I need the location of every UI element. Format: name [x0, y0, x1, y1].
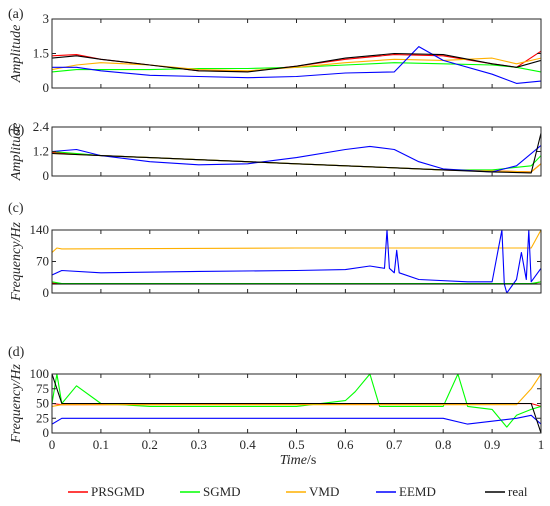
series-line-vmd-panel-3 — [52, 230, 541, 253]
y-tick-label: 1.5 — [33, 46, 49, 61]
panels: 01.53(a)Amplitude01.22.4(b)Amplitude0701… — [8, 7, 542, 444]
series-line-eemd-panel-3 — [52, 230, 541, 293]
y-tick-label: 70 — [36, 254, 49, 269]
series-line-eemd-panel-1 — [52, 46, 541, 84]
series-line-sgmd-panel-2 — [52, 150, 541, 171]
x-tick-label: 0.7 — [386, 437, 403, 452]
panel-1-frame — [51, 18, 542, 89]
y-axis-label-1: Amplitude — [9, 25, 24, 84]
legend-label-vmd: VMD — [309, 484, 339, 499]
series-line-real-panel-4 — [52, 374, 541, 433]
panel-1-series — [52, 46, 541, 84]
series-line-real-panel-2 — [52, 132, 541, 174]
x-axis: 0 0.1 0.2 0.3 0.4 0.5 0.6 0.7 0.8 0.9 1 — [49, 437, 545, 452]
series-line-eemd-panel-4 — [52, 414, 541, 425]
panel-1: 0 1.5 3 (a) Amplitude — [8, 7, 542, 95]
legend: PRSGMD SGMD VMD EEMD real — [68, 484, 528, 499]
x-tick-label: 0.1 — [93, 437, 109, 452]
x-tick-label: 0.9 — [484, 437, 500, 452]
y-axis-label-2: Amplitude — [9, 123, 24, 182]
panel-2-series — [52, 132, 541, 174]
panel-label-4: (d) — [8, 345, 25, 360]
y-tick-label: 0 — [43, 168, 50, 183]
y-tick-label: 2.4 — [33, 119, 50, 134]
x-tick-label: 0.2 — [142, 437, 158, 452]
x-axis-label-italic: Time — [280, 453, 307, 468]
panel-3: 0 70 140 (c) Frequency/Hz — [8, 201, 542, 302]
y-tick-label: 0 — [43, 80, 50, 95]
y-tick-label: 0 — [43, 425, 50, 440]
legend-label-eemd: EEMD — [399, 484, 436, 499]
x-tick-label: 0.5 — [288, 437, 304, 452]
y-tick-label: 75 — [36, 381, 49, 396]
x-tick-label: 0.6 — [337, 437, 354, 452]
y-tick-label: 1.2 — [33, 144, 49, 159]
panel-label-2: (b) — [8, 123, 25, 138]
y-axis-label-3: Frequency/Hz — [9, 222, 24, 302]
y-tick-label: 100 — [30, 366, 50, 381]
series-line-prsgmd-panel-4 — [52, 402, 541, 407]
panel-2-frame — [51, 126, 542, 177]
y-tick-label: 0 — [43, 285, 50, 300]
x-tick-label: 0 — [49, 437, 56, 452]
legend-label-real: real — [508, 484, 528, 499]
x-tick-label: 0.8 — [435, 437, 451, 452]
panel-label-1: (a) — [8, 7, 24, 22]
y-tick-label: 3 — [43, 11, 50, 26]
panel-2: 0 1.2 2.4 (b)Amplitude — [8, 119, 542, 183]
y-tick-label: 140 — [30, 222, 50, 237]
panel-4-series — [52, 374, 541, 433]
x-tick-label: 1 — [538, 437, 545, 452]
series-line-prsgmd-panel-2 — [52, 151, 541, 173]
x-tick-label: 0.4 — [239, 437, 256, 452]
x-axis-label: Time/s — [280, 453, 317, 468]
series-line-vmd-panel-4 — [52, 374, 541, 407]
series-line-sgmd-panel-4 — [52, 374, 541, 428]
series-line-eemd-panel-2 — [52, 144, 541, 173]
panel-label-3: (c) — [8, 201, 24, 216]
y-axis-label-4: Frequency/Hz — [9, 364, 24, 444]
y-tick-label: 50 — [36, 396, 49, 411]
x-tick-label: 0.3 — [191, 437, 207, 452]
series-line-real-panel-1 — [52, 52, 541, 73]
series-line-vmd-panel-1 — [52, 57, 541, 72]
y-tick-label: 25 — [36, 410, 49, 425]
x-axis-label-unit: /s — [307, 453, 316, 468]
legend-label-prsgmd: PRSGMD — [91, 484, 144, 499]
panel-3-series — [52, 230, 541, 293]
legend-label-sgmd: SGMD — [203, 484, 241, 499]
series-line-prsgmd-panel-1 — [52, 50, 541, 72]
